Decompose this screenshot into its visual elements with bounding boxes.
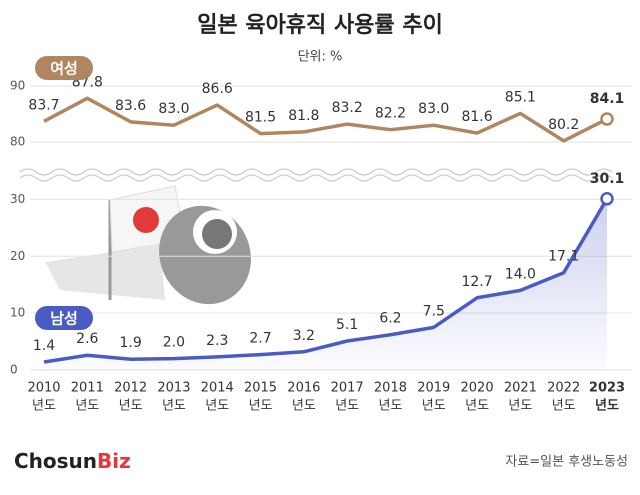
x-tick-label: 2014	[201, 381, 234, 396]
chart-title: 일본 육아휴직 사용률 추이	[197, 13, 443, 38]
data-label: 6.2	[379, 311, 401, 327]
data-label: 1.4	[33, 338, 55, 354]
logo: ChosunBiz	[14, 449, 131, 473]
x-tick-label: 2019	[417, 381, 450, 396]
data-label: 86.6	[202, 81, 233, 97]
x-tick-label: 2015	[244, 381, 277, 396]
data-label: 1.9	[119, 335, 141, 351]
data-label: 2.6	[76, 331, 98, 347]
data-label: 2.0	[163, 335, 185, 351]
x-tick-label: 2016	[287, 381, 320, 396]
line	[43, 96, 608, 143]
legend-label: 남성	[50, 310, 78, 328]
subtitle: 단위: %	[298, 50, 343, 65]
data-label: 81.6	[461, 109, 492, 125]
illustration	[45, 185, 251, 305]
x-tick-label: 2021	[504, 381, 537, 396]
x-tick-unit: 년도	[162, 399, 186, 414]
x-tick-unit: 년도	[465, 399, 489, 414]
x-tick-label: 2010	[27, 381, 60, 396]
x-tick-label: 2022	[547, 381, 580, 396]
y-tick-label: 0	[10, 363, 18, 377]
area	[44, 198, 607, 370]
x-tick-unit: 년도	[75, 399, 99, 414]
data-label: 2.3	[206, 333, 228, 349]
x-tick-unit: 년도	[205, 399, 229, 414]
data-label: 83.7	[28, 97, 59, 113]
legend-badge	[35, 306, 93, 330]
data-label: 3.2	[293, 328, 315, 344]
x-tick-unit: 년도	[379, 399, 403, 414]
x-tick-label: 2018	[374, 381, 407, 396]
x-tick-label: 2013	[157, 381, 190, 396]
data-label: 14.0	[505, 266, 536, 282]
line	[43, 197, 609, 364]
x-tick-unit: 년도	[508, 399, 532, 414]
data-label: 80.2	[548, 117, 579, 133]
x-tick-unit: 년도	[595, 399, 619, 414]
x-tick-label: 2020	[461, 381, 494, 396]
x-tick-unit: 년도	[292, 399, 316, 414]
data-label: 82.2	[375, 106, 406, 122]
x-tick-unit: 년도	[32, 399, 56, 414]
y-tick-label: 10	[10, 306, 25, 320]
data-label: 30.1	[590, 171, 625, 187]
x-tick-unit: 년도	[335, 399, 359, 414]
data-label: 81.5	[245, 110, 276, 126]
y-tick-label: 90	[10, 79, 25, 93]
x-tick-unit: 년도	[552, 399, 576, 414]
end-point	[600, 192, 614, 206]
axis-break	[19, 168, 613, 182]
data-label: 83.2	[332, 100, 363, 116]
data-label: 83.0	[158, 101, 189, 117]
y-tick-label: 20	[10, 249, 25, 263]
data-label: 83.0	[418, 101, 449, 117]
x-tick-unit: 년도	[422, 399, 446, 414]
x-tick-label: 2012	[114, 381, 147, 396]
legend-badge	[35, 56, 93, 80]
x-tick-unit: 년도	[119, 399, 143, 414]
y-tick-label: 30	[10, 192, 25, 206]
x-tick-label: 2023	[589, 381, 625, 396]
y-tick-label: 80	[10, 135, 25, 149]
data-label: 83.6	[115, 98, 146, 114]
x-tick-label: 2011	[71, 381, 104, 396]
data-label: 81.8	[288, 108, 319, 124]
data-label: 85.1	[505, 89, 536, 105]
x-tick-label: 2017	[331, 381, 364, 396]
data-label: 2.7	[249, 331, 271, 347]
data-label: 7.5	[423, 303, 445, 319]
legend-label: 여성	[50, 60, 78, 78]
data-label: 84.1	[590, 91, 625, 107]
end-point	[600, 112, 614, 126]
data-label: 5.1	[336, 317, 358, 333]
data-label: 17.1	[548, 249, 579, 265]
x-tick-unit: 년도	[249, 399, 273, 414]
data-label: 12.7	[461, 274, 492, 290]
source: 자료=일본 후생노동성	[505, 455, 628, 470]
